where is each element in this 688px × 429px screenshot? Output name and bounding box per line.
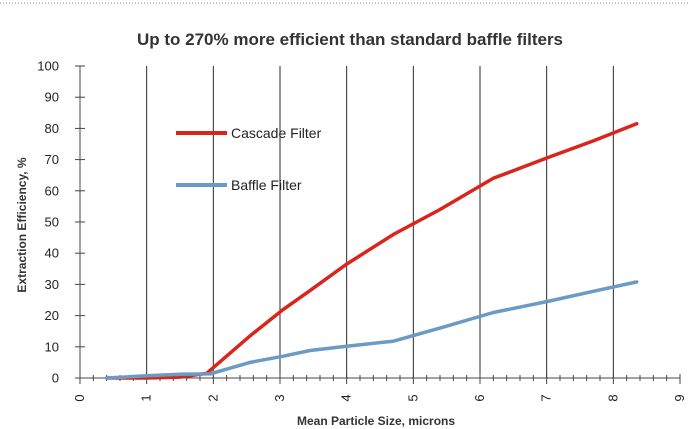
axes bbox=[75, 65, 681, 384]
x-tick-label-2: 2 bbox=[205, 394, 220, 401]
legend: Cascade Filter Baffle Filter bbox=[176, 125, 322, 193]
x-tick-label-7: 7 bbox=[539, 394, 554, 401]
x-tick-label-8: 8 bbox=[605, 394, 620, 401]
grid bbox=[146, 66, 614, 378]
series-line-1 bbox=[104, 280, 639, 380]
series-line-0 bbox=[104, 121, 639, 380]
x-tick-label-4: 4 bbox=[339, 394, 354, 401]
y-tick-labels: 0 10 20 30 40 50 60 70 80 90 100 bbox=[37, 59, 59, 386]
y-tick-label-0: 0 bbox=[52, 371, 59, 386]
x-tick-label-0: 0 bbox=[72, 394, 87, 401]
x-tick-label-5: 5 bbox=[405, 394, 420, 401]
y-tick-label-20: 20 bbox=[45, 308, 59, 323]
x-tick-label-6: 6 bbox=[472, 394, 487, 401]
y-tick-label-50: 50 bbox=[45, 215, 59, 230]
y-tick-label-90: 90 bbox=[45, 90, 59, 105]
legend-label-0: Cascade Filter bbox=[231, 125, 322, 141]
y-tick-label-80: 80 bbox=[45, 121, 59, 136]
y-tick-label-70: 70 bbox=[45, 152, 59, 167]
x-tick-labels: 0 1 2 3 4 5 6 7 8 9 bbox=[72, 394, 687, 401]
y-tick-label-10: 10 bbox=[45, 339, 59, 354]
y-axis-label: Extraction Efficiency, % bbox=[15, 157, 29, 292]
chart-title: Up to 270% more efficient than standard … bbox=[137, 30, 563, 49]
y-tick-label-100: 100 bbox=[37, 59, 59, 74]
y-tick-label-30: 30 bbox=[45, 277, 59, 292]
x-tick-label-9: 9 bbox=[672, 394, 687, 401]
x-tick-label-1: 1 bbox=[139, 394, 154, 401]
y-tick-label-60: 60 bbox=[45, 183, 59, 198]
x-tick-label-3: 3 bbox=[272, 394, 287, 401]
y-tick-label-40: 40 bbox=[45, 246, 59, 261]
legend-label-1: Baffle Filter bbox=[231, 177, 302, 193]
x-axis-label: Mean Particle Size, microns bbox=[297, 414, 455, 428]
series-layer bbox=[104, 121, 639, 380]
